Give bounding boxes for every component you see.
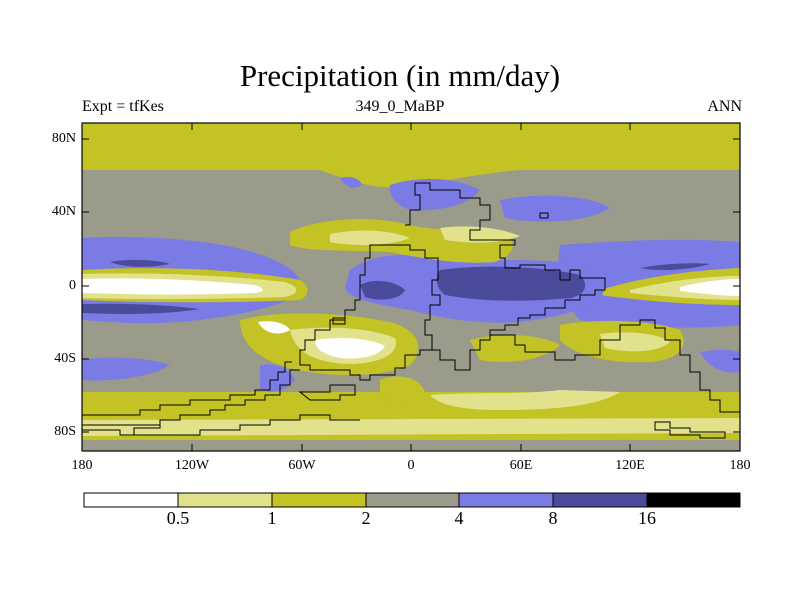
south-light-band: [82, 418, 740, 436]
lon-label-60w: 60W: [288, 458, 316, 473]
lon-label-180e: 180: [729, 458, 751, 473]
lon-label-0: 0: [407, 458, 415, 473]
lon-label-120e: 120E: [615, 458, 645, 473]
colorbar-bin-4: [458, 492, 554, 508]
south-subtropic-core-2: [258, 321, 290, 334]
northern-land-light-patch: [330, 230, 410, 246]
east-south-wet: [700, 349, 740, 373]
lat-label-80s: 80S: [54, 424, 76, 439]
south-light-patch: [430, 390, 620, 410]
map-field: [82, 123, 740, 451]
colorbar-bin-5: [552, 492, 648, 508]
north-dry-band: [82, 123, 740, 170]
lat-label-80n: 80N: [51, 131, 76, 146]
south-pacific-wet: [82, 357, 170, 381]
colorbar-label-1: 1: [267, 508, 277, 528]
west-itcz-core: [82, 278, 263, 295]
lat-label-40s: 40S: [54, 351, 76, 366]
northern-land-light-patch-2: [440, 226, 520, 243]
north-dry-lobe: [320, 170, 520, 188]
colorbar-label-0-5: 0.5: [166, 508, 190, 528]
colorbar: [83, 492, 741, 508]
west-dark-streak: [110, 259, 170, 267]
lat-label-0: 0: [69, 278, 76, 293]
period-label: 349_0_MaBP: [355, 98, 445, 115]
lat-label-40n: 40N: [51, 204, 76, 219]
west-dark-band: [82, 303, 200, 314]
west-land-dark-patch: [360, 280, 405, 300]
south-subtropic-core: [315, 338, 385, 359]
south-east-light: [600, 332, 670, 352]
east-itcz-core: [680, 279, 740, 296]
lon-ticks: [81, 123, 741, 451]
south-central-dry: [470, 335, 560, 362]
central-dark-core: [436, 266, 586, 301]
east-dark-streak: [640, 263, 710, 271]
colorbar-label-4: 4: [454, 508, 464, 528]
experiment-label: Expt = tfKes: [82, 98, 164, 115]
colorbar-label-2: 2: [361, 508, 371, 528]
colorbar-label-16: 16: [638, 508, 656, 528]
northeast-blue-patch: [500, 195, 610, 222]
south-dry-patch: [380, 376, 425, 403]
lat-ticks: [82, 138, 740, 433]
lon-label-60e: 60E: [509, 458, 533, 473]
north-blue-patch: [389, 178, 480, 211]
colorbar-bin-1: [177, 492, 273, 508]
coastlines: [82, 182, 740, 439]
colorbar-bin-3: [365, 492, 460, 508]
colorbar-bin-6: [646, 492, 741, 508]
season-label: ANN: [707, 98, 742, 115]
lon-label-180w: 180: [71, 458, 93, 473]
colorbar-label-8: 8: [548, 508, 558, 528]
lon-label-120w: 120W: [174, 458, 210, 473]
small-blue-patch: [340, 176, 362, 188]
map-title: Precipitation (in mm/day): [239, 58, 561, 93]
colorbar-bin-2: [271, 492, 367, 508]
colorbar-bin-0: [83, 492, 179, 508]
